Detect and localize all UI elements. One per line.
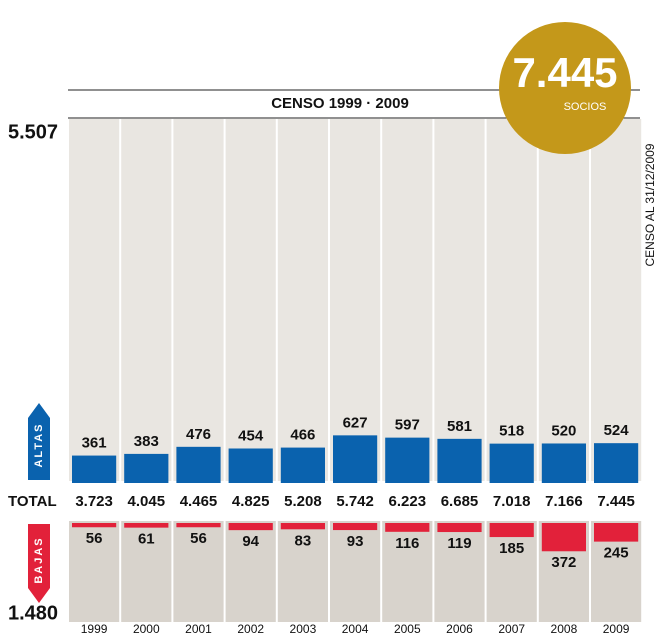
column-bg <box>538 119 589 481</box>
bar-label: 383 <box>134 433 159 450</box>
bar-label: 476 <box>186 426 211 443</box>
bar-label: 93 <box>347 533 364 550</box>
bar <box>489 523 534 538</box>
bar-label: 119 <box>447 535 471 552</box>
bar <box>594 443 639 483</box>
bar <box>176 446 221 483</box>
bar <box>333 523 378 531</box>
bar-label: 56 <box>86 530 103 547</box>
bar-label: 83 <box>295 532 312 549</box>
badge-unit: SOCIOS <box>564 101 607 113</box>
column-bg <box>277 521 328 622</box>
column-bg <box>173 521 224 622</box>
column-bg <box>69 119 120 481</box>
column-bg <box>225 521 276 622</box>
x-tick-label: 2001 <box>185 622 212 636</box>
column-bg <box>382 521 433 622</box>
altas-label: ALTAS <box>33 422 45 467</box>
bar <box>228 448 273 483</box>
bar <box>385 523 430 532</box>
bar <box>280 447 325 483</box>
total-value: 7.018 <box>493 493 531 510</box>
bar <box>72 523 117 528</box>
bar-label: 61 <box>138 531 155 548</box>
chart-title: CENSO 1999 · 2009 <box>271 95 409 112</box>
side-note: CENSO AL 31/12/2009 <box>643 143 657 266</box>
column-bg <box>121 119 172 481</box>
bajas-sum: 1.480 <box>8 602 58 624</box>
x-tick-label: 2008 <box>551 622 578 636</box>
bar-label: 518 <box>499 423 524 440</box>
total-value: 4.825 <box>232 493 270 510</box>
bar-label: 361 <box>82 435 107 452</box>
bar <box>385 437 430 483</box>
x-tick-label: 2000 <box>133 622 160 636</box>
badge-value: 7.445 <box>512 49 617 96</box>
total-value: 7.445 <box>597 493 635 510</box>
bar <box>280 523 325 530</box>
x-tick-label: 2005 <box>394 622 421 636</box>
bar <box>228 523 273 531</box>
bar-label: 372 <box>551 554 576 571</box>
column-bg <box>486 521 537 622</box>
bar <box>437 523 482 533</box>
altas-arrow <box>28 403 50 480</box>
bar <box>489 443 534 483</box>
column-bg <box>330 119 381 481</box>
bar-label: 597 <box>395 417 420 434</box>
total-value: 6.223 <box>389 493 427 510</box>
bar <box>124 453 169 483</box>
bajas-label: BAJAS <box>33 536 45 583</box>
total-value: 7.166 <box>545 493 583 510</box>
bar-label: 524 <box>604 422 630 439</box>
column-bg <box>173 119 224 481</box>
column-bg <box>434 521 485 622</box>
column-bg <box>486 119 537 481</box>
x-tick-label: 2003 <box>290 622 317 636</box>
bar-label: 94 <box>242 533 259 550</box>
bajas-arrow <box>28 524 50 603</box>
column-bg <box>69 521 120 622</box>
x-tick-label: 2002 <box>237 622 264 636</box>
bar-label: 56 <box>190 530 207 547</box>
bar <box>333 435 378 483</box>
total-value: 5.742 <box>336 493 374 510</box>
x-tick-label: 1999 <box>81 622 108 636</box>
bar <box>594 523 639 542</box>
bar <box>72 455 117 483</box>
bar <box>541 443 586 483</box>
bar <box>124 523 169 528</box>
bar-label: 466 <box>290 427 315 444</box>
total-value: 4.465 <box>180 493 218 510</box>
column-bg <box>225 119 276 481</box>
bar-label: 627 <box>343 414 368 431</box>
badge <box>499 22 631 154</box>
column-bg <box>382 119 433 481</box>
total-value: 3.723 <box>75 493 113 510</box>
x-tick-label: 2009 <box>603 622 630 636</box>
bar-label: 116 <box>395 535 419 552</box>
bar-label: 185 <box>499 540 524 557</box>
x-tick-label: 2006 <box>446 622 473 636</box>
total-label: TOTAL <box>8 493 57 510</box>
column-bg <box>330 521 381 622</box>
bar-label: 520 <box>551 422 576 439</box>
bar <box>541 523 586 552</box>
column-bg <box>277 119 328 481</box>
column-bg <box>591 119 642 481</box>
total-value: 4.045 <box>128 493 166 510</box>
altas-sum: 5.507 <box>8 121 58 143</box>
bar <box>176 523 221 528</box>
x-tick-label: 2007 <box>498 622 525 636</box>
bar-label: 581 <box>447 418 472 435</box>
total-value: 5.208 <box>284 493 322 510</box>
x-tick-label: 2004 <box>342 622 369 636</box>
total-value: 6.685 <box>441 493 479 510</box>
bar-label: 454 <box>238 427 264 444</box>
bar <box>437 438 482 483</box>
bar-label: 245 <box>604 545 629 562</box>
column-bg <box>121 521 172 622</box>
column-bg <box>434 119 485 481</box>
